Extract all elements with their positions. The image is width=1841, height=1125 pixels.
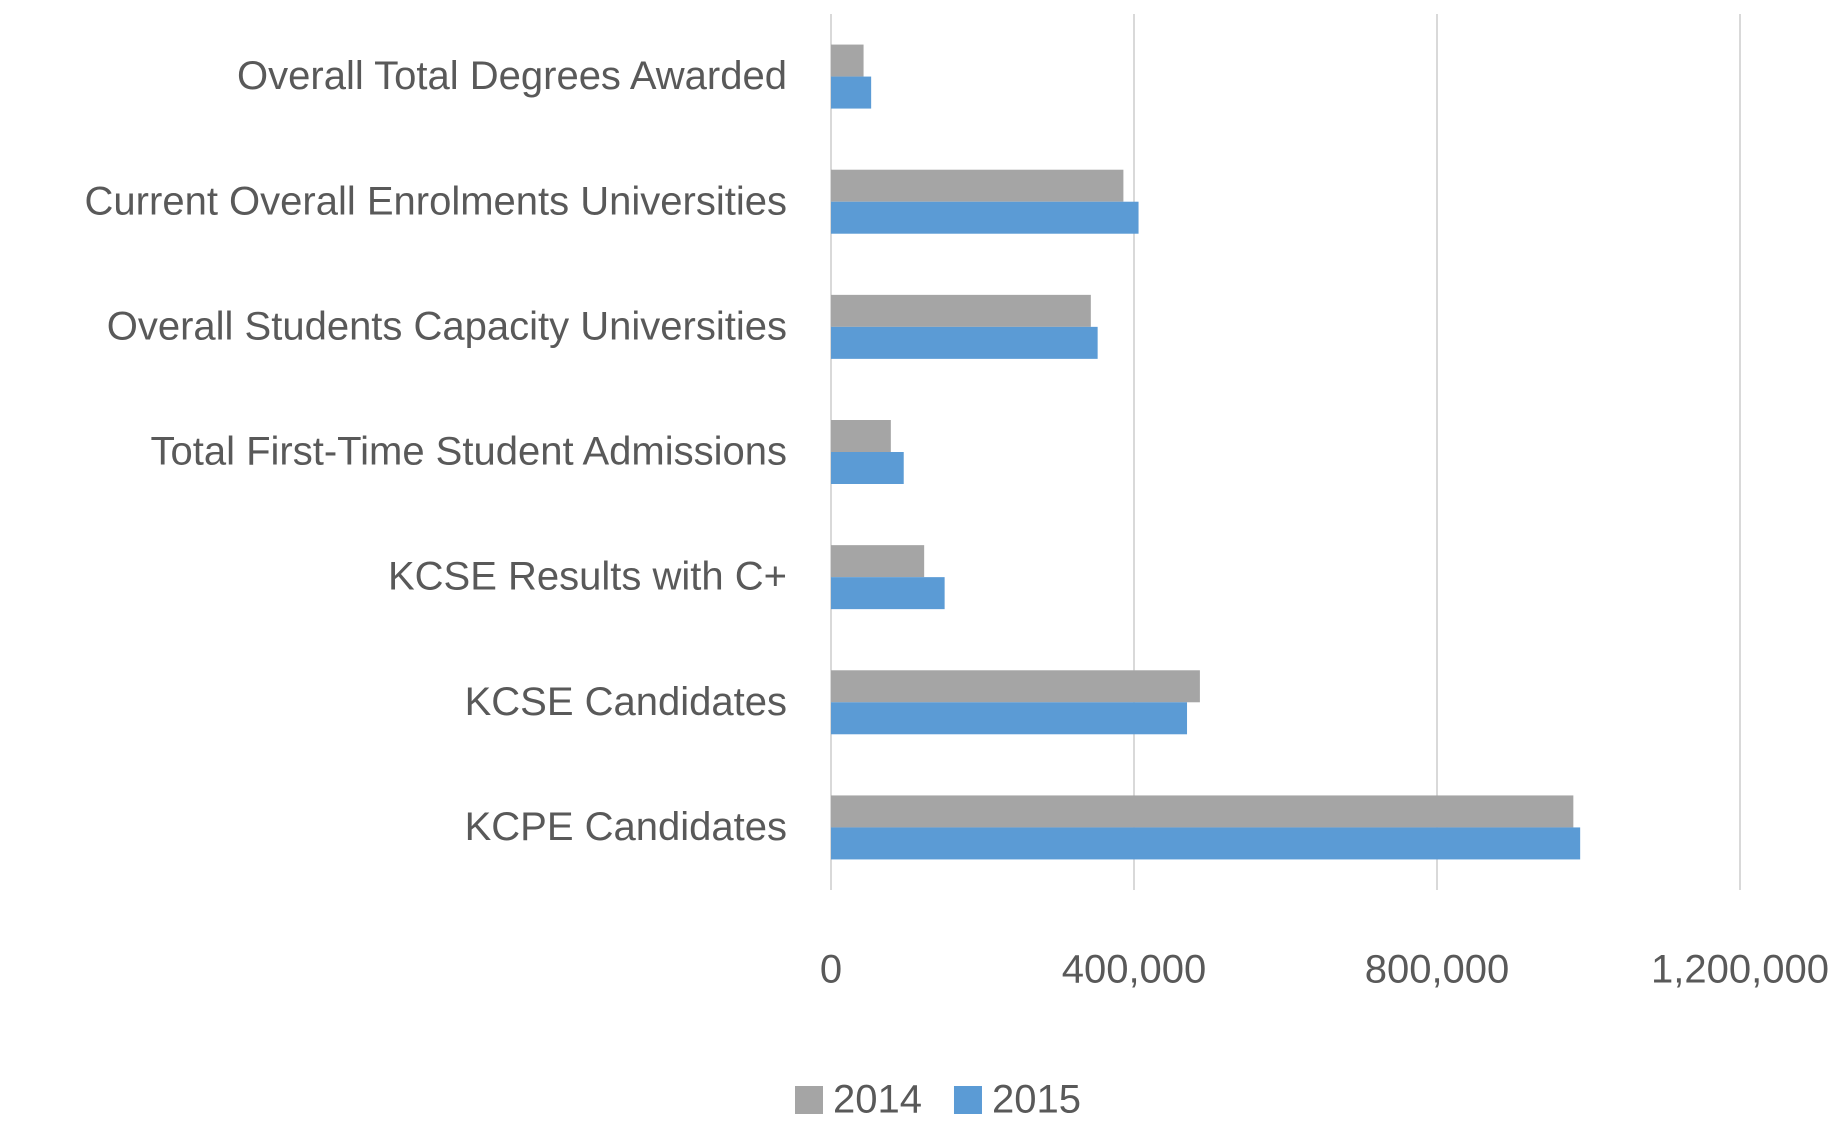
x-tick-label: 1,200,000 xyxy=(1651,948,1829,992)
y-tick-label: Current Overall Enrolments Universities xyxy=(85,179,787,223)
legend-swatch xyxy=(795,1086,823,1114)
legend-label: 2014 xyxy=(833,1078,922,1122)
bar xyxy=(831,795,1574,828)
x-tick-label: 400,000 xyxy=(1062,948,1207,992)
bar xyxy=(831,545,925,578)
bar xyxy=(831,44,864,77)
y-tick-label: Overall Total Degrees Awarded xyxy=(237,54,787,98)
bar xyxy=(831,420,891,452)
bar xyxy=(831,670,1200,703)
legend-swatch xyxy=(953,1086,982,1114)
legend-label: 2015 xyxy=(992,1078,1081,1122)
x-tick-label: 800,000 xyxy=(1365,948,1510,992)
y-tick-label: KCSE Candidates xyxy=(465,680,787,724)
bar xyxy=(831,702,1188,735)
y-tick-label: KCSE Results with C+ xyxy=(388,555,787,599)
y-tick-label: KCPE Candidates xyxy=(465,805,787,849)
y-tick-label: Overall Students Capacity Universities xyxy=(107,304,787,348)
bar xyxy=(831,827,1581,860)
y-tick-label: Total First-Time Student Admissions xyxy=(150,430,787,474)
bar xyxy=(831,169,1124,202)
bar xyxy=(831,577,945,610)
bar xyxy=(831,201,1139,234)
bar xyxy=(831,326,1098,359)
bar xyxy=(831,294,1091,327)
bar xyxy=(831,452,904,484)
x-tick-label: 0 xyxy=(820,948,842,992)
bar xyxy=(831,76,872,109)
